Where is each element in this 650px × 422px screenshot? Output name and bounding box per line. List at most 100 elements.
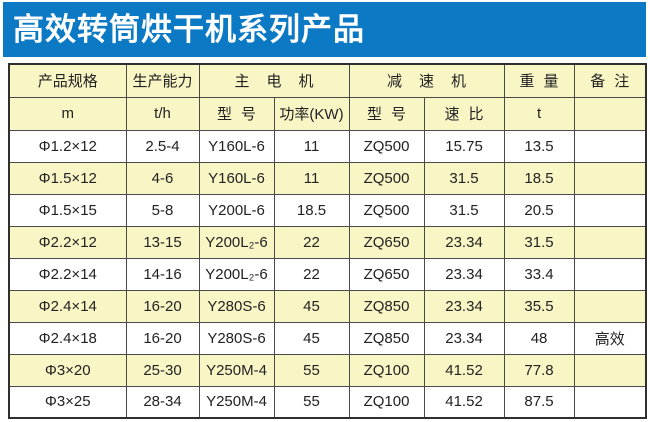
page-title-bar: 高效转筒烘干机系列产品 bbox=[3, 2, 646, 57]
table-cell: Y160L-6 bbox=[198, 129, 275, 163]
table-cell bbox=[573, 225, 647, 259]
table-cell bbox=[573, 289, 647, 323]
table-cell: 31.5 bbox=[423, 161, 505, 195]
header-unit-t: t bbox=[503, 96, 575, 131]
table-cell: 16-20 bbox=[125, 321, 200, 355]
header-capacity: 生产能力 bbox=[125, 63, 200, 98]
table-cell: ZQ100 bbox=[348, 353, 425, 387]
table-cell: Y200L-6 bbox=[198, 193, 275, 227]
table-cell: ZQ850 bbox=[348, 289, 425, 323]
header-remark-empty bbox=[573, 96, 647, 131]
table-cell: 高效 bbox=[573, 321, 647, 355]
table-cell: 13.5 bbox=[503, 129, 575, 163]
table-cell: 11 bbox=[273, 129, 350, 163]
table-cell: Y250M-4 bbox=[198, 385, 275, 419]
table-cell: 2.5-4 bbox=[125, 129, 200, 163]
table-row: Φ2.4×18 16-20 Y280S-6 45 ZQ850 23.34 48 高效 bbox=[8, 321, 647, 355]
table-cell: Φ3×20 bbox=[8, 353, 127, 387]
header-main-motor: 主电机 bbox=[198, 63, 350, 98]
table-cell: 41.52 bbox=[423, 385, 505, 419]
table-row: Φ3×20 25-30 Y250M-4 55 ZQ100 41.52 77.8 bbox=[8, 353, 647, 387]
table-cell: 45 bbox=[273, 289, 350, 323]
table-cell: 23.34 bbox=[423, 289, 505, 323]
table-cell: 31.5 bbox=[503, 225, 575, 259]
table-cell: 41.52 bbox=[423, 353, 505, 387]
table-cell: ZQ650 bbox=[348, 257, 425, 291]
table-cell: 33.4 bbox=[503, 257, 575, 291]
table-cell bbox=[573, 385, 647, 419]
table-cell: 22 bbox=[273, 257, 350, 291]
table-cell bbox=[573, 129, 647, 163]
table-cell: 23.34 bbox=[423, 257, 505, 291]
table-cell: Y200L₂-6 bbox=[198, 225, 275, 259]
table-cell bbox=[573, 193, 647, 227]
table-cell: 23.34 bbox=[423, 225, 505, 259]
table-cell: 18.5 bbox=[503, 161, 575, 195]
table-cell: 16-20 bbox=[125, 289, 200, 323]
table-cell: Y160L-6 bbox=[198, 161, 275, 195]
header-weight: 重量 bbox=[503, 63, 575, 98]
table-row: Φ1.2×12 2.5-4 Y160L-6 11 ZQ500 15.75 13.5 bbox=[8, 129, 647, 163]
table-cell: 20.5 bbox=[503, 193, 575, 227]
table-cell: 28-34 bbox=[125, 385, 200, 419]
table-cell: ZQ500 bbox=[348, 161, 425, 195]
table-row: Φ2.2×12 13-15 Y200L₂-6 22 ZQ650 23.34 31.5 bbox=[8, 225, 647, 259]
table-cell: Φ3×25 bbox=[8, 385, 127, 419]
table-cell: Φ1.2×12 bbox=[8, 129, 127, 163]
table-cell: ZQ100 bbox=[348, 385, 425, 419]
table-cell: Y200L₂-6 bbox=[198, 257, 275, 291]
table-header-group-row: 产品规格 生产能力 主电机 减速机 重量 备注 bbox=[8, 63, 647, 98]
table-cell: ZQ850 bbox=[348, 321, 425, 355]
table-header-unit-row: m t/h 型号 功率(KW) 型号 速比 t bbox=[8, 96, 647, 131]
header-remark: 备注 bbox=[573, 63, 647, 98]
table-row: Φ2.2×14 14-16 Y200L₂-6 22 ZQ650 23.34 33.4 bbox=[8, 257, 647, 291]
header-unit-m: m bbox=[8, 96, 127, 131]
table-cell: 25-30 bbox=[125, 353, 200, 387]
header-unit-th: t/h bbox=[125, 96, 200, 131]
table-row: Φ3×25 28-34 Y250M-4 55 ZQ100 41.52 87.5 bbox=[8, 385, 647, 419]
header-speed-ratio: 速比 bbox=[423, 96, 505, 131]
table-cell: 45 bbox=[273, 321, 350, 355]
table-cell: Y280S-6 bbox=[198, 321, 275, 355]
table-cell: Φ2.4×18 bbox=[8, 321, 127, 355]
table-cell: Φ1.5×12 bbox=[8, 161, 127, 195]
table-cell: 87.5 bbox=[503, 385, 575, 419]
table-cell: 13-15 bbox=[125, 225, 200, 259]
table-cell: 77.8 bbox=[503, 353, 575, 387]
table-cell: Φ2.4×14 bbox=[8, 289, 127, 323]
table-cell: Φ2.2×12 bbox=[8, 225, 127, 259]
table-row: Φ1.5×15 5-8 Y200L-6 18.5 ZQ500 31.5 20.5 bbox=[8, 193, 647, 227]
header-reducer-model: 型号 bbox=[348, 96, 425, 131]
table-row: Φ2.4×14 16-20 Y280S-6 45 ZQ850 23.34 35.5 bbox=[8, 289, 647, 323]
product-spec-table: 产品规格 生产能力 主电机 减速机 重量 备注 m t/h 型号 功率(KW) … bbox=[8, 63, 648, 419]
header-motor-model: 型号 bbox=[198, 96, 275, 131]
table-cell: 55 bbox=[273, 385, 350, 419]
header-motor-power: 功率(KW) bbox=[273, 96, 350, 131]
table-cell: 14-16 bbox=[125, 257, 200, 291]
table-cell: 15.75 bbox=[423, 129, 505, 163]
table-cell: Y280S-6 bbox=[198, 289, 275, 323]
table-cell: ZQ650 bbox=[348, 225, 425, 259]
table-cell: Φ2.2×14 bbox=[8, 257, 127, 291]
table-cell: 18.5 bbox=[273, 193, 350, 227]
header-reducer: 减速机 bbox=[348, 63, 505, 98]
table-cell: 55 bbox=[273, 353, 350, 387]
table-cell: 5-8 bbox=[125, 193, 200, 227]
table-cell bbox=[573, 161, 647, 195]
table-cell: 23.34 bbox=[423, 321, 505, 355]
table-row: Φ1.5×12 4-6 Y160L-6 11 ZQ500 31.5 18.5 bbox=[8, 161, 647, 195]
table-cell: 11 bbox=[273, 161, 350, 195]
table-cell: Φ1.5×15 bbox=[8, 193, 127, 227]
table-cell: 48 bbox=[503, 321, 575, 355]
page-title: 高效转筒烘干机系列产品 bbox=[13, 12, 365, 47]
table-cell: ZQ500 bbox=[348, 129, 425, 163]
table-cell bbox=[573, 257, 647, 291]
table-cell: ZQ500 bbox=[348, 193, 425, 227]
table-body: Φ1.2×12 2.5-4 Y160L-6 11 ZQ500 15.75 13.5 Φ1.5×… bbox=[8, 129, 647, 419]
table-cell: Y250M-4 bbox=[198, 353, 275, 387]
table-cell bbox=[573, 353, 647, 387]
table-cell: 31.5 bbox=[423, 193, 505, 227]
table-cell: 4-6 bbox=[125, 161, 200, 195]
header-product-spec: 产品规格 bbox=[8, 63, 127, 98]
table-cell: 35.5 bbox=[503, 289, 575, 323]
